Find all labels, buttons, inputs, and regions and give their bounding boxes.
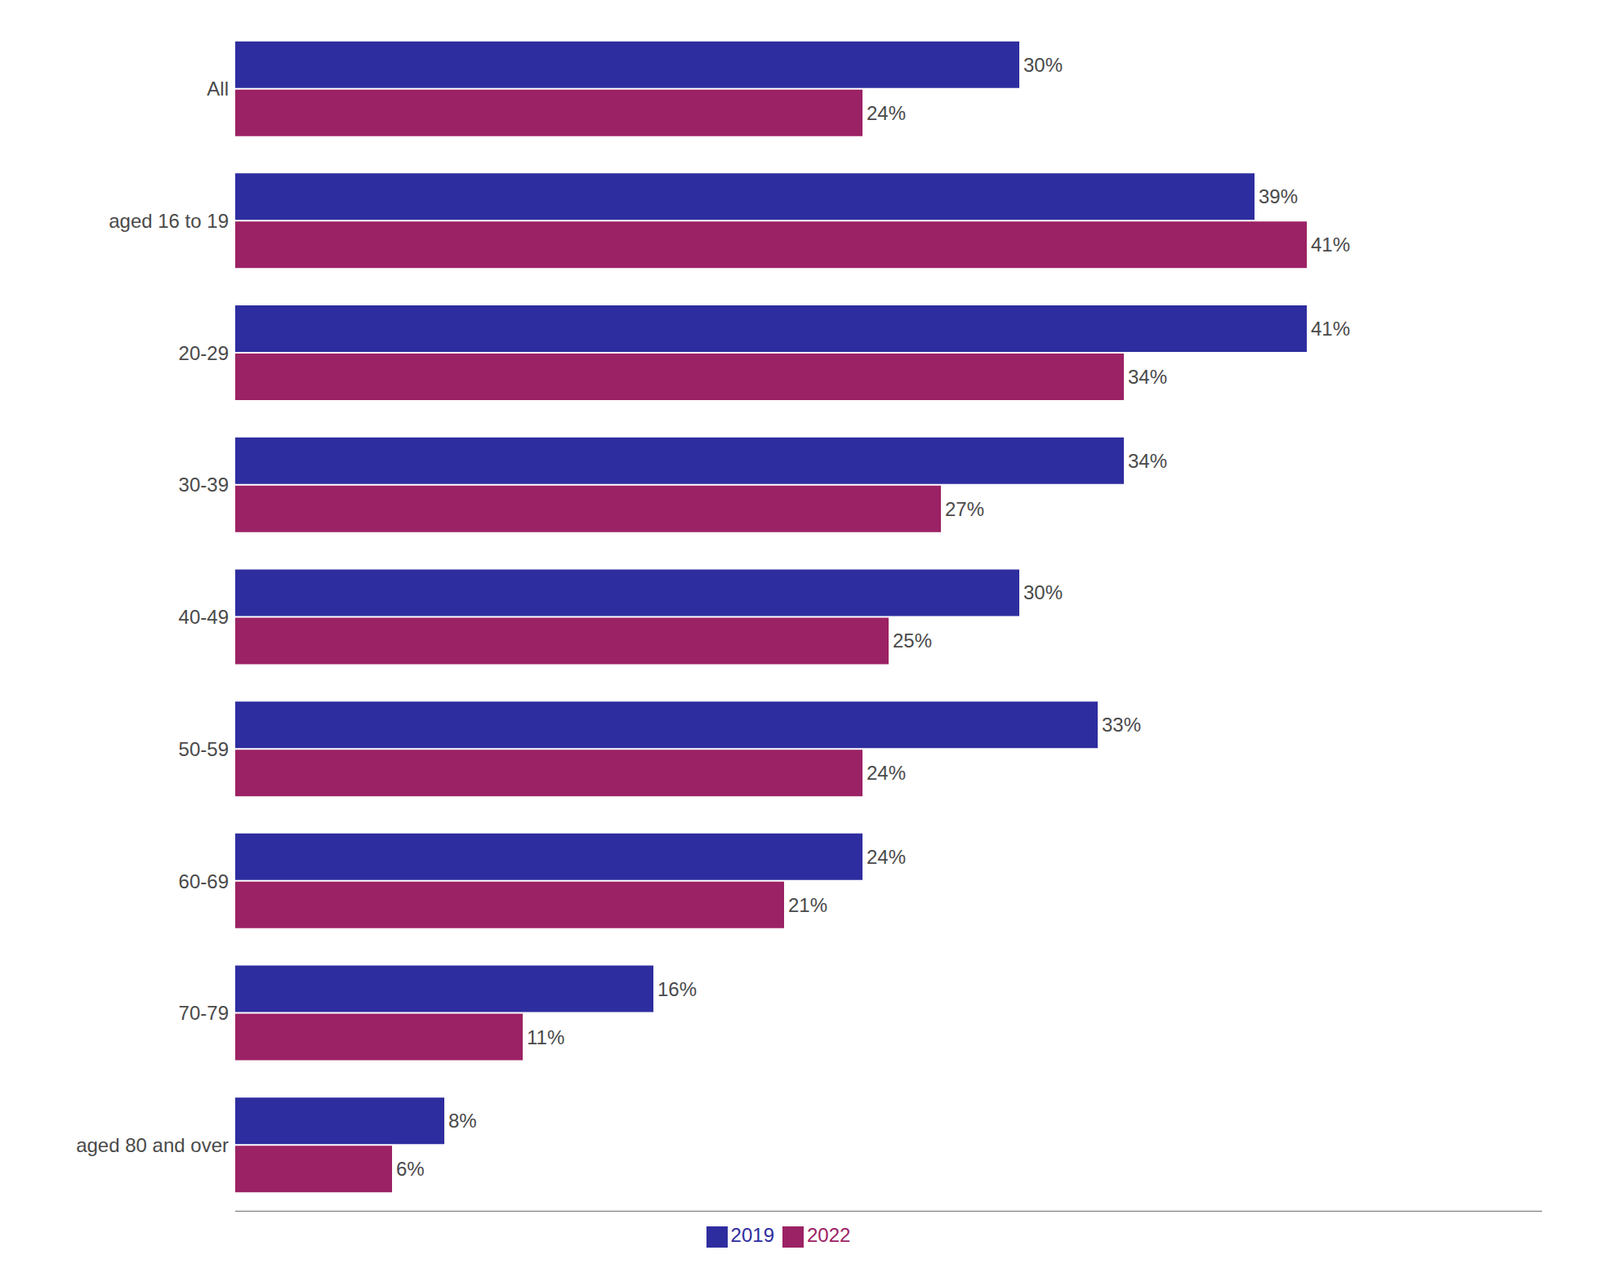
svg-text:20-29: 20-29 [178,342,229,365]
svg-text:41%: 41% [1310,317,1351,340]
svg-text:aged 16 to 19: aged 16 to 19 [108,209,229,232]
svg-text:All: All [206,77,229,100]
svg-text:39%: 39% [1258,185,1298,208]
svg-text:24%: 24% [866,102,906,125]
svg-text:24%: 24% [866,846,906,869]
svg-text:30-39: 30-39 [178,473,229,496]
svg-text:24%: 24% [866,762,906,785]
svg-text:6%: 6% [396,1158,425,1181]
svg-text:16%: 16% [657,978,697,1001]
svg-text:50-59: 50-59 [178,738,229,761]
svg-text:11%: 11% [526,1026,565,1049]
html-text:2022: 2022 [806,1224,851,1247]
svg-text:27%: 27% [944,498,985,521]
svg-text:33%: 33% [1101,713,1141,736]
svg-text:60-69: 60-69 [178,870,229,893]
html-text:2019: 2019 [730,1224,775,1247]
svg-text:70-79: 70-79 [178,1002,229,1025]
svg-text:8%: 8% [448,1109,477,1133]
svg-text:34%: 34% [1127,450,1168,473]
svg-text:40-49: 40-49 [178,606,229,629]
svg-text:25%: 25% [892,629,932,652]
svg-text:21%: 21% [788,894,828,917]
svg-text:30%: 30% [1023,53,1063,76]
svg-text:34%: 34% [1127,365,1168,388]
svg-text:41%: 41% [1310,233,1351,256]
svg-text:aged 80 and over: aged 80 and over [75,1134,229,1157]
svg-text:30%: 30% [1023,581,1063,604]
